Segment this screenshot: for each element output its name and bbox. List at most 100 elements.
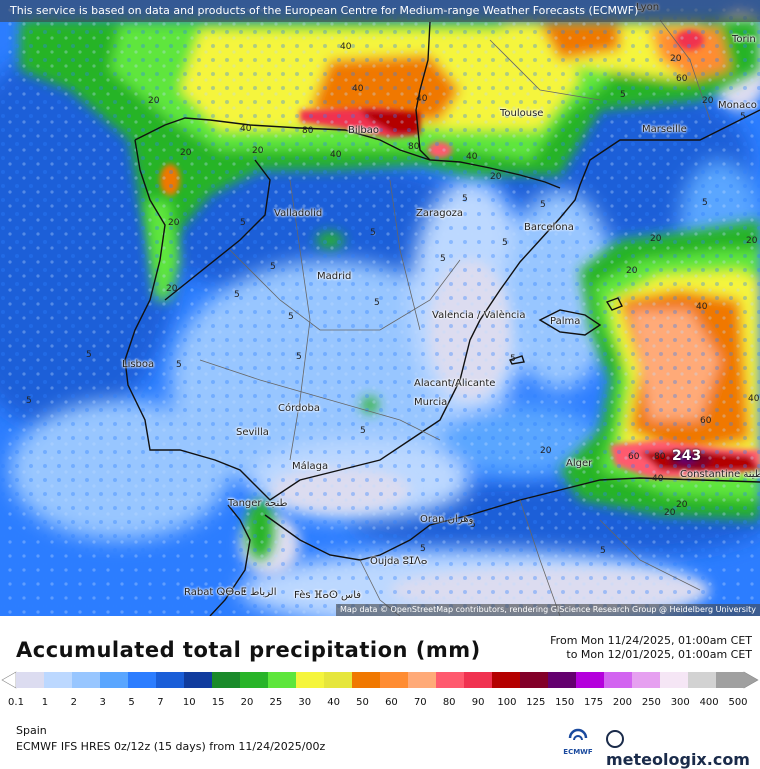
isoline-label: 5 [86, 350, 92, 360]
isoline-label: 20 [540, 446, 552, 456]
scale-swatch [100, 672, 129, 688]
scale-swatch [632, 672, 661, 688]
city-label: Fès ⴼⴰⵙ فاس [294, 590, 362, 601]
scale-swatch [268, 672, 297, 688]
scale-swatch [184, 672, 213, 688]
city-label: Tanger طنجة [228, 498, 288, 509]
ecmwf-banner: This service is based on data and produc… [0, 0, 760, 22]
isoline-label: 80 [654, 452, 666, 462]
max-precip-label: 243 [672, 448, 702, 464]
scale-swatch [576, 672, 605, 688]
scale-tick-label: 500 [728, 697, 748, 708]
ecmwf-logo[interactable]: ECMWF [560, 728, 596, 756]
city-label: Oujda ⵓⵊⴷⴰ [370, 556, 428, 567]
scale-tick-label: 2 [70, 697, 77, 708]
color-scale-bar [1, 671, 759, 689]
scale-swatch [324, 672, 353, 688]
scale-tick-label: 150 [555, 697, 575, 708]
isoline-label: 5 [374, 298, 380, 308]
isoline-label: 20 [702, 96, 714, 106]
scale-swatch [156, 672, 185, 688]
scale-tick-label: 125 [526, 697, 546, 708]
isoline-label: 5 [360, 426, 366, 436]
scale-swatch [380, 672, 409, 688]
scale-tick-label: 15 [211, 697, 225, 708]
color-scale [0, 670, 760, 690]
city-label: Lisboa [122, 359, 155, 370]
meteologix-logo[interactable]: meteologix.com [606, 730, 760, 769]
scale-swatch [548, 672, 577, 688]
scale-left-arrow [1, 671, 17, 689]
city-label: Zaragoza [416, 208, 464, 219]
scale-tick-label: 70 [413, 697, 427, 708]
scale-swatch [492, 672, 521, 688]
isoline-label: 5 [470, 520, 476, 530]
isoline-label: 20 [746, 236, 758, 246]
map-canvas [0, 0, 760, 616]
scale-tick-label: 7 [157, 697, 164, 708]
city-label: Palma [550, 316, 581, 327]
isoline-label: 5 [600, 546, 606, 556]
isoline-label: 20 [626, 266, 638, 276]
city-label: Málaga [292, 461, 329, 472]
scale-tick-label: 50 [356, 697, 369, 708]
city-label: Valencia / València [432, 310, 526, 321]
isoline-label: 5 [288, 312, 294, 322]
scale-swatch [44, 672, 73, 688]
isoline-label: 80 [408, 142, 420, 152]
isoline-label: 60 [676, 74, 688, 84]
city-label: Córdoba [278, 403, 320, 414]
isoline-label: 60 [700, 416, 712, 426]
isoline-label: 40 [652, 474, 664, 484]
date-to: to Mon 12/01/2025, 01:00am CET [566, 648, 752, 661]
scale-swatch [212, 672, 241, 688]
scale-right-arrow [743, 671, 759, 689]
scale-swatch [408, 672, 437, 688]
isoline-label: 5 [502, 238, 508, 248]
precipitation-map[interactable]: 40 40 80 80 40 40 20 40 20 40 20 5 20 60 20 5 20 20 5 5 5 5 5 5… [0, 0, 760, 616]
isoline-label: 80 [302, 126, 314, 136]
scale-swatch [716, 672, 745, 688]
meteologix-globe-icon [606, 730, 624, 748]
scale-tick-label: 80 [442, 697, 456, 708]
coastlines [124, 21, 760, 616]
ecmwf-logo-text: ECMWF [563, 748, 593, 756]
scale-tick-label: 175 [584, 697, 604, 708]
isoline-label: 40 [340, 42, 352, 52]
city-label: Alger [566, 458, 593, 469]
scale-swatch [660, 672, 689, 688]
isoline-label: 5 [176, 360, 182, 370]
scale-tick-label: 300 [670, 697, 690, 708]
isoline-label: 5 [270, 262, 276, 272]
isoline-label: 40 [748, 394, 760, 404]
city-label: Barcelona [524, 222, 574, 233]
scale-tick-label: 30 [298, 697, 312, 708]
city-label: Monaco [718, 100, 757, 111]
scale-ticks: 0.1 1 2 3 5 7 10 15 20 25 30 40 50 60 70 80 90 100 125 150 1… [8, 697, 748, 711]
isoline-label: 5 [540, 200, 546, 210]
isoline-label: 5 [370, 228, 376, 238]
scale-tick-label: 60 [385, 697, 398, 708]
city-label: Marseille [642, 124, 687, 135]
map-title: Accumulated total precipitation (mm) [16, 638, 481, 662]
city-label: Valladolid [274, 208, 323, 219]
isoline-label: 40 [696, 302, 708, 312]
map-attribution[interactable]: Map data © OpenStreetMap contributors, r… [336, 604, 760, 616]
scale-tick-label: 10 [182, 697, 196, 708]
isoline-label: 5 [620, 90, 626, 100]
scale-swatch [296, 672, 325, 688]
city-label: Oran وهران [420, 514, 474, 525]
isoline-label: 5 [296, 352, 302, 362]
isoline-label: 20 [676, 500, 688, 510]
region-label: Spain [16, 724, 47, 737]
precip-field [0, 0, 760, 616]
scale-swatch [688, 672, 717, 688]
scale-swatch [464, 672, 493, 688]
scale-swatch [352, 672, 381, 688]
scale-tick-label: 1 [41, 697, 49, 708]
date-from: From Mon 11/24/2025, 01:00am CET [550, 634, 752, 647]
isoline-label: 40 [352, 84, 364, 94]
city-label: Madrid [317, 271, 352, 282]
isoline-label: 20 [670, 54, 682, 64]
isoline-label: 5 [462, 194, 468, 204]
